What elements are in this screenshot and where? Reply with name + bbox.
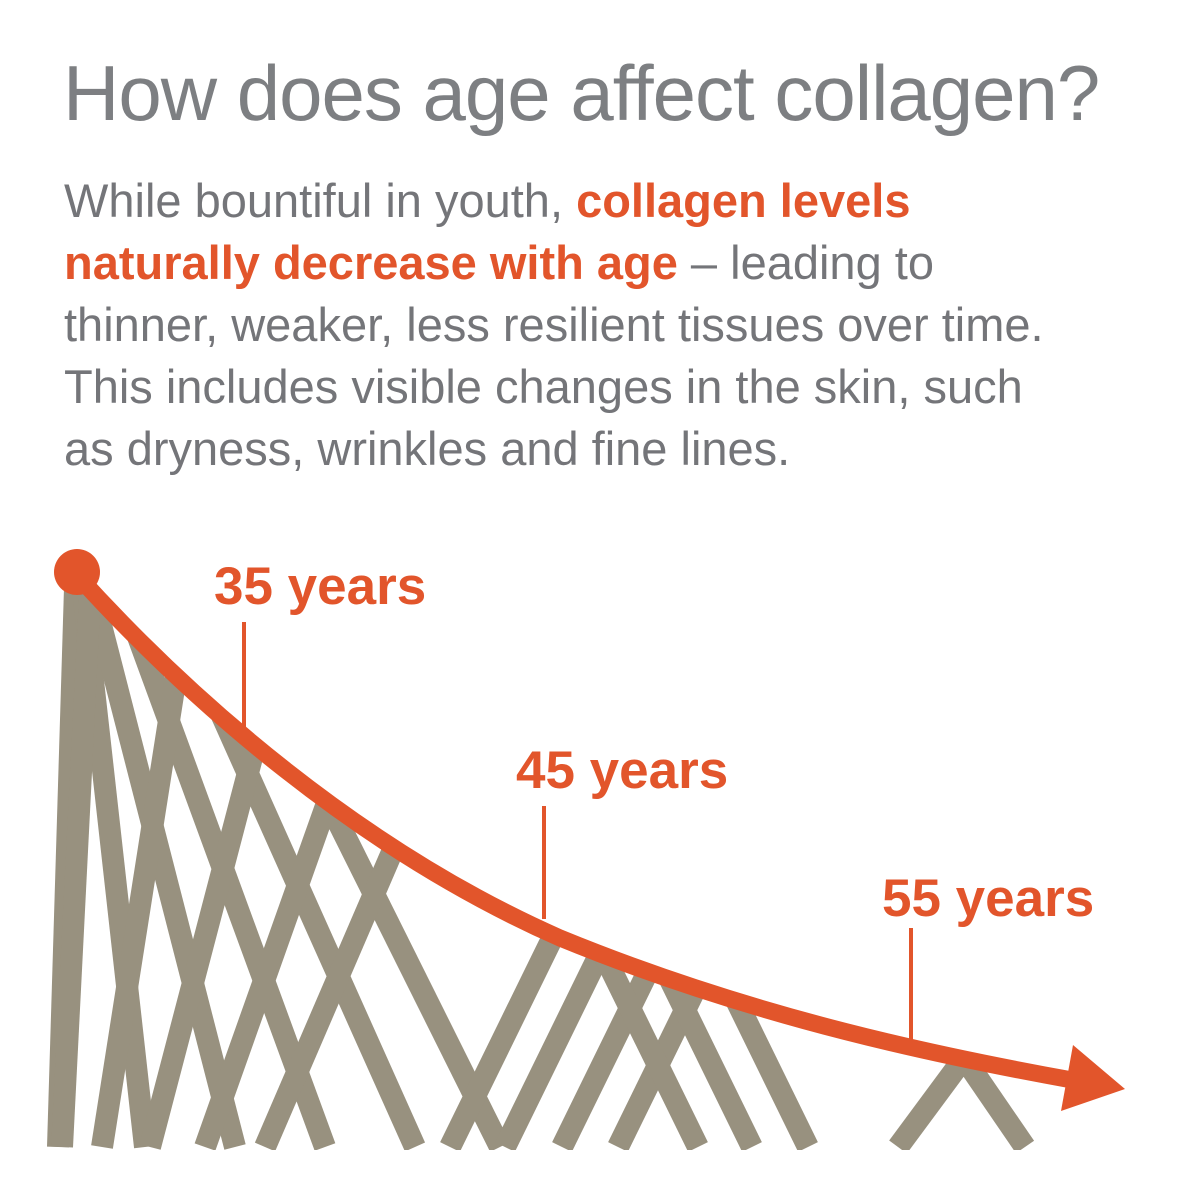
intro-text: While bountiful in youth, (64, 174, 577, 227)
fiber-mesh-medium-middle (398, 574, 918, 1150)
fiber-mesh-dense-left (47, 574, 531, 1150)
arrowhead-icon (1061, 1045, 1125, 1111)
age-label-45-years: 45 years (516, 741, 729, 800)
intro-line-1: While bountiful in youth, collagen level… (64, 170, 1124, 232)
intro-line-3: thinner, weaker, less resilient tissues … (64, 298, 1044, 351)
age-label-55-years: 55 years (882, 869, 1095, 928)
intro-highlight: collagen levels (576, 174, 911, 227)
age-label-35-years: 35 years (214, 557, 427, 616)
fiber-mesh-sparse-right (889, 1013, 1035, 1150)
intro-line-4: This includes visible changes in the ski… (64, 360, 1023, 413)
curve-start-dot (54, 549, 100, 595)
intro-line-2: naturally decrease with age – leading to (64, 232, 1124, 294)
intro-line-5: as dryness, wrinkles and fine lines. (64, 422, 791, 475)
intro-highlight: naturally decrease with age (64, 236, 678, 289)
intro-text: – leading to (677, 236, 934, 289)
intro-paragraph: While bountiful in youth, collagen level… (64, 170, 1124, 480)
decline-curve (67, 565, 1081, 1089)
page-title: How does age affect collagen? (63, 49, 1100, 137)
